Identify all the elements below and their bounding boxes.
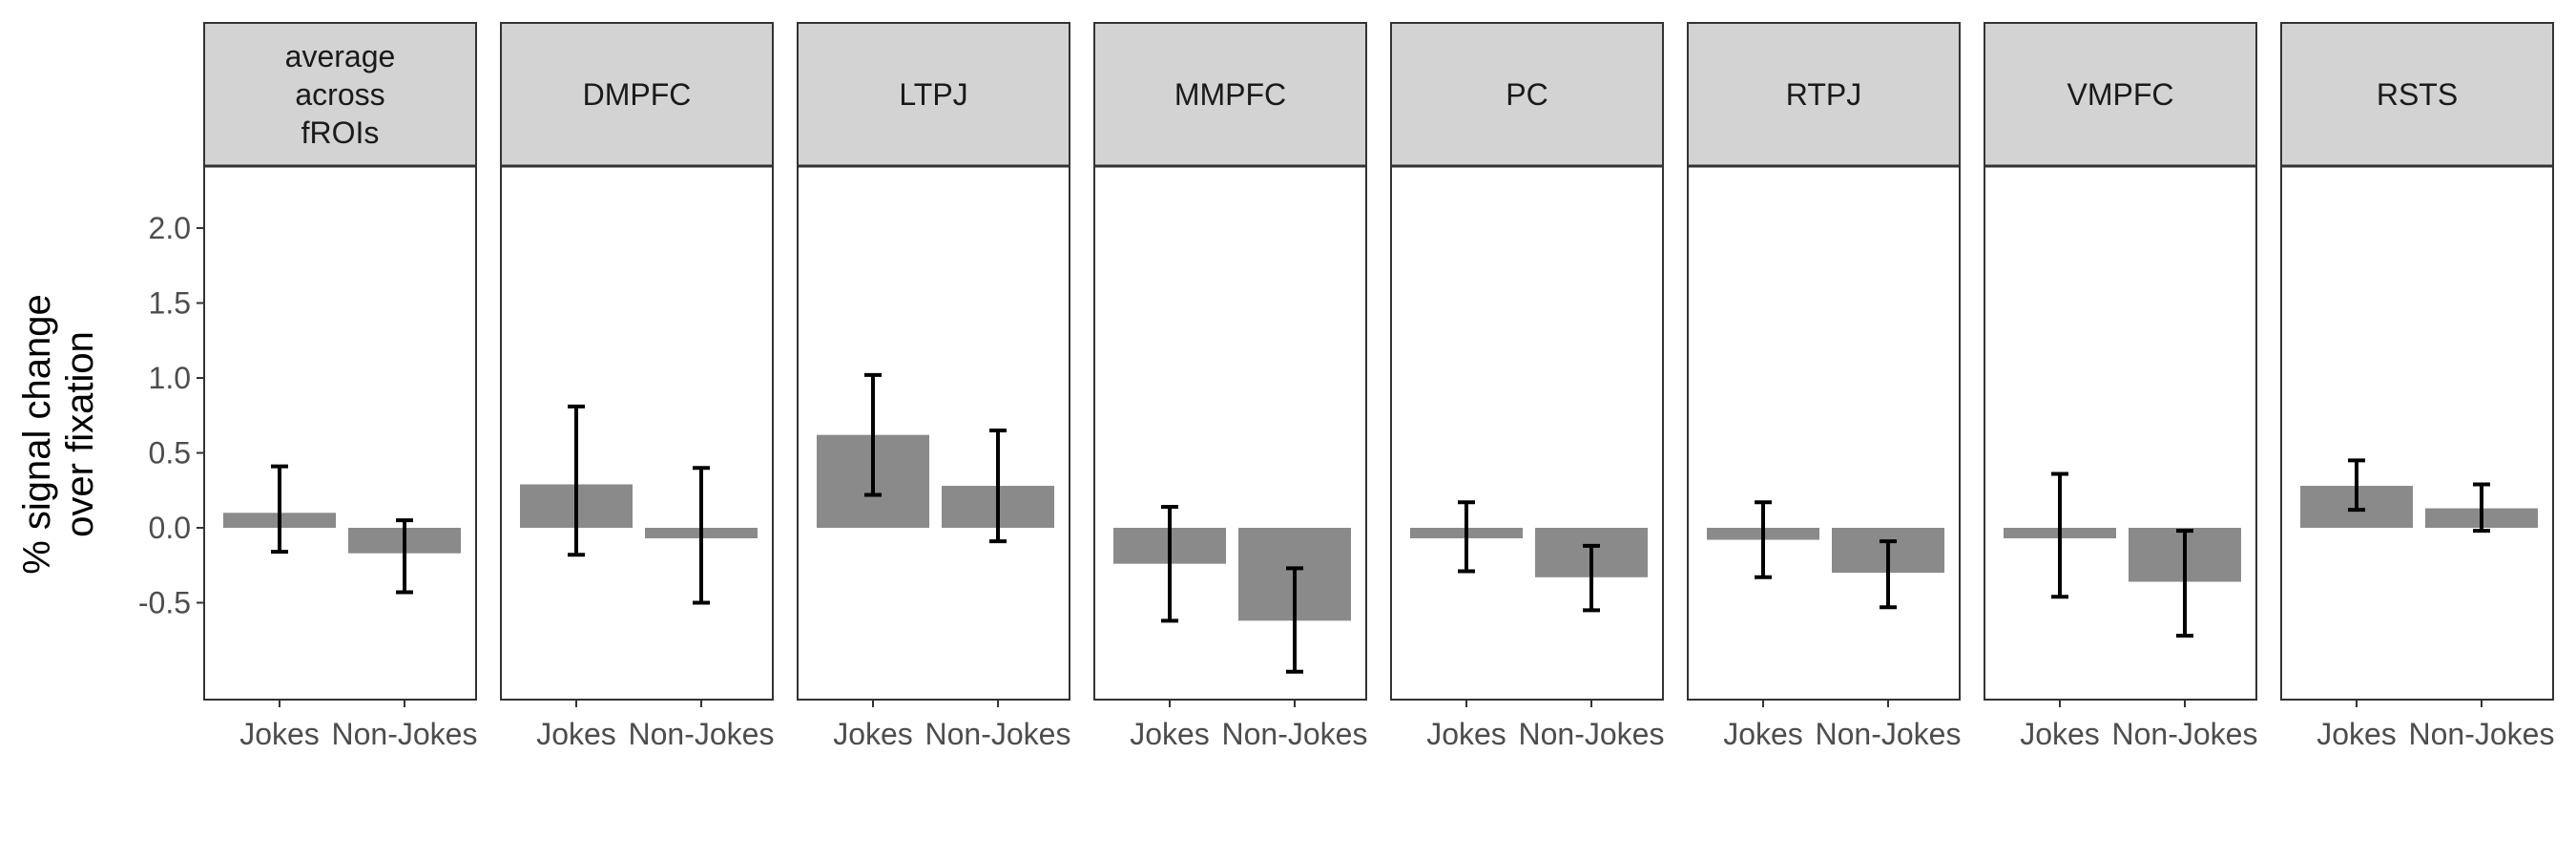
- facet-title: DMPFC: [583, 77, 692, 112]
- y-axis-title-line-2: over fixation: [59, 331, 101, 537]
- panel-border: [203, 165, 477, 701]
- facet-title: RTPJ: [1786, 77, 1861, 112]
- y-tick-label: -0.5: [138, 586, 191, 620]
- panel-border: [1984, 165, 2257, 701]
- panel-border: [1687, 165, 1961, 701]
- facet-strip: [1687, 22, 1961, 167]
- facet-strip: [2280, 22, 2554, 167]
- x-tick-label: Jokes: [536, 717, 616, 751]
- panel-border: [500, 165, 774, 701]
- facet-strip: [1390, 22, 1664, 167]
- x-tick-label: Non-Jokes: [925, 717, 1071, 751]
- panel-border: [797, 165, 1070, 701]
- x-tick-label: Non-Jokes: [1816, 717, 1962, 751]
- y-axis: 2.0 1.5 1.0 0.5 0.0 -0.5: [138, 211, 204, 620]
- facet-title: across: [295, 77, 384, 112]
- y-tick-label: 1.5: [149, 286, 191, 321]
- facet-strip: [1093, 22, 1367, 167]
- panel-border: [1390, 165, 1664, 701]
- x-tick-label: Non-Jokes: [1222, 717, 1368, 751]
- x-tick-label: Jokes: [1723, 717, 1803, 751]
- y-axis-title: % signal change over fixation: [16, 294, 101, 575]
- facet-panel: MMPFC Jokes Non-Jokes: [1093, 22, 1368, 751]
- facet-title: MMPFC: [1174, 77, 1286, 112]
- x-tick-label: Non-Jokes: [1519, 717, 1665, 751]
- x-tick-label: Non-Jokes: [629, 717, 775, 751]
- x-tick-label: Non-Jokes: [2112, 717, 2258, 751]
- facet-title: LTPJ: [899, 77, 967, 112]
- y-tick-label: 0.5: [149, 436, 191, 471]
- facet-title: VMPFC: [2067, 77, 2174, 112]
- facet-title: RSTS: [2377, 77, 2458, 112]
- facet-panel: RSTS Jokes Non-Jokes: [2280, 22, 2555, 751]
- facet-strip: [500, 22, 774, 167]
- x-tick-label: Jokes: [833, 717, 913, 751]
- x-tick-label: Jokes: [2020, 717, 2100, 751]
- facet-panel: PC Jokes Non-Jokes: [1390, 22, 1665, 751]
- y-axis-title-line-1: % signal change: [16, 294, 58, 575]
- facet-panel: LTPJ Jokes Non-Jokes: [797, 22, 1071, 751]
- y-tick-label: 0.0: [149, 511, 191, 545]
- y-tick-label: 2.0: [149, 211, 191, 245]
- x-tick-label: Non-Jokes: [332, 717, 478, 751]
- facet-panel: DMPFC Jokes Non-Jokes: [500, 22, 775, 751]
- panel-border: [1093, 165, 1367, 701]
- panel-border: [2280, 165, 2554, 701]
- facet-title: average: [285, 39, 396, 73]
- x-tick-label: Non-Jokes: [2409, 717, 2555, 751]
- facet-title: PC: [1506, 77, 1548, 112]
- facet-title: fROIs: [301, 115, 380, 150]
- x-tick-label: Jokes: [239, 717, 320, 751]
- facet-panel: VMPFC Jokes Non-Jokes: [1984, 22, 2258, 751]
- facet-panel: RTPJ Jokes Non-Jokes: [1687, 22, 1962, 751]
- x-tick-label: Jokes: [1426, 717, 1506, 751]
- y-tick-label: 1.0: [149, 361, 191, 395]
- x-tick-label: Jokes: [2316, 717, 2397, 751]
- x-tick-label: Jokes: [1130, 717, 1210, 751]
